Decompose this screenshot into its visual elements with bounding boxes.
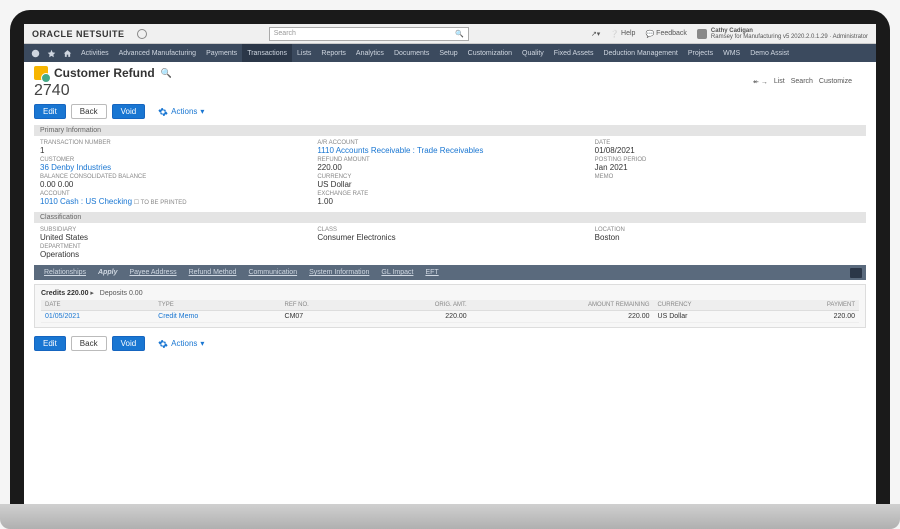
row-payment: 220.00 [764,311,859,323]
table-row[interactable]: 01/05/2021 Credit Memo CM07 220.00 220.0… [41,311,859,323]
col-amount-remaining: AMOUNT REMAINING [471,300,654,311]
feedback-link[interactable]: 💬 Feedback [645,30,686,38]
col-currency: CURRENCY [654,300,764,311]
page-title: Customer Refund [54,66,155,80]
title-search-icon[interactable]: 🔍 [161,68,172,79]
field-value: 0.00 0.00 [40,180,305,189]
nav-customization[interactable]: Customization [463,44,517,62]
tab-eft[interactable]: EFT [419,265,444,280]
nav-payments[interactable]: Payments [201,44,242,62]
field-value: Operations [40,250,305,259]
col-date: DATE [41,300,154,311]
nav-activities[interactable]: Activities [76,44,114,62]
customize-link[interactable]: Customize [819,78,852,86]
tab-apply[interactable]: Apply [92,265,123,280]
apply-panel: Credits 220.00 ▸ Deposits 0.00 DATETYPER… [34,284,866,328]
col-payment: PAYMENT [764,300,859,311]
list-link[interactable]: List [774,78,785,86]
tab-relationships[interactable]: Relationships [38,265,92,280]
back-button[interactable]: Back [71,104,107,119]
gear-icon [158,339,168,349]
field-value[interactable]: 1010 Cash : US Checking ☐ TO BE PRINTED [40,197,305,206]
field-value: Consumer Electronics [317,233,582,242]
nav-reports[interactable]: Reports [316,44,351,62]
actions-dropdown[interactable]: Actions ▾ [158,107,204,117]
nav-setup[interactable]: Setup [434,44,462,62]
tab-system-information[interactable]: System Information [303,265,375,280]
edit-button-bottom[interactable]: Edit [34,336,66,351]
nav-wms[interactable]: WMS [718,44,745,62]
tab-refund-method[interactable]: Refund Method [183,265,243,280]
tab-gl-impact[interactable]: GL Impact [375,265,419,280]
field-value[interactable]: 36 Denby Industries [40,163,305,172]
field-value: 220.00 [317,163,582,172]
help-link[interactable]: ❔ Help [610,30,635,38]
top-bar: ORACLE NETSUITE Search 🔍 ↗▾ ❔ Help 💬 Fee… [24,24,876,44]
row-ref: CM07 [281,311,366,323]
share-icon[interactable]: ↗▾ [591,30,600,38]
field-value: 01/08/2021 [595,146,860,155]
user-icon [697,29,707,39]
field-value: Boston [595,233,860,242]
sub-tabs: RelationshipsApplyPayee AddressRefund Me… [34,265,866,280]
col-orig-amt-: ORIG. AMT. [366,300,471,311]
void-button-bottom[interactable]: Void [112,336,146,351]
field-label: MEMO [595,174,860,180]
row-type[interactable]: Credit Memo [154,311,280,323]
global-search-input[interactable]: Search 🔍 [269,27,469,41]
search-icon: 🔍 [455,30,464,38]
void-button[interactable]: Void [112,104,146,119]
nav-quality[interactable]: Quality [517,44,549,62]
nav-analytics[interactable]: Analytics [351,44,389,62]
transaction-number: 2740 [34,82,866,100]
row-date[interactable]: 01/05/2021 [41,311,154,323]
oracle-logo: ORACLE NETSUITE [32,29,125,39]
col-ref-no-: REF NO. [281,300,366,311]
classification-header: Classification [34,212,866,223]
field-value: 1 [40,146,305,155]
tab-payee-address[interactable]: Payee Address [123,265,182,280]
tab-communication[interactable]: Communication [242,265,303,280]
row-currency: US Dollar [654,311,764,323]
nav-arrows[interactable]: ↞ → [753,78,768,86]
nav-advanced-manufacturing[interactable]: Advanced Manufacturing [114,44,201,62]
refresh-icon[interactable] [137,29,147,39]
back-button-bottom[interactable]: Back [71,336,107,351]
nav-demo-assist[interactable]: Demo Assist [745,44,794,62]
nav-fixed-assets[interactable]: Fixed Assets [549,44,599,62]
deposits-summary: Deposits 0.00 [100,290,143,297]
document-icon [34,66,48,80]
expand-icon[interactable] [850,268,862,278]
search-link[interactable]: Search [791,78,813,86]
home-icon[interactable] [60,46,74,60]
field-value: US Dollar [317,180,582,189]
apply-table: DATETYPEREF NO.ORIG. AMT.AMOUNT REMAININ… [41,300,859,323]
user-menu[interactable]: Cathy Cadigan Ramsey for Manufacturing v… [697,28,868,40]
row-remain: 220.00 [471,311,654,323]
nav-lists[interactable]: Lists [292,44,316,62]
primary-info-header: Primary Information [34,125,866,136]
nav-deduction-management[interactable]: Deduction Management [598,44,682,62]
credits-summary: Credits 220.00 [41,290,88,297]
nav-projects[interactable]: Projects [683,44,718,62]
field-value[interactable]: 1110 Accounts Receivable : Trade Receiva… [317,146,582,155]
field-value: United States [40,233,305,242]
gear-icon [158,107,168,117]
nav-documents[interactable]: Documents [389,44,434,62]
recent-icon[interactable] [28,46,42,60]
nav-transactions[interactable]: Transactions [242,44,292,62]
row-orig: 220.00 [366,311,471,323]
field-value: 1.00 [317,197,582,206]
star-icon[interactable] [44,46,58,60]
actions-dropdown-bottom[interactable]: Actions ▾ [158,339,204,349]
page-tool-links: ↞ → List Search Customize [753,78,852,86]
main-nav: ActivitiesAdvanced ManufacturingPayments… [24,44,876,62]
col-type: TYPE [154,300,280,311]
field-value: Jan 2021 [595,163,860,172]
edit-button[interactable]: Edit [34,104,66,119]
